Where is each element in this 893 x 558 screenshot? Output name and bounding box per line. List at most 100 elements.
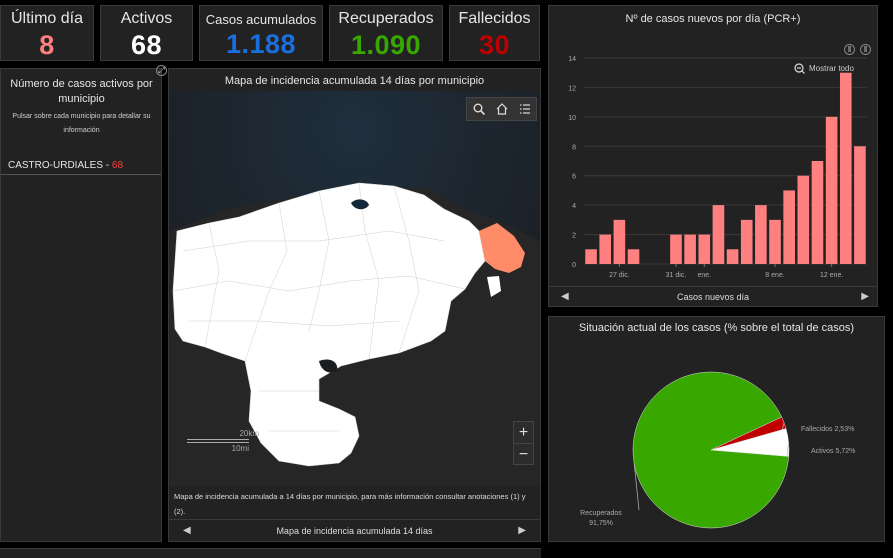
bar[interactable] — [839, 72, 852, 264]
pause-icon[interactable]: ‖ — [860, 44, 871, 55]
prev-arrow-icon[interactable]: ◀ — [183, 525, 191, 536]
next-arrow-icon[interactable]: ▶ — [861, 291, 869, 302]
bar[interactable] — [698, 234, 711, 264]
map-view[interactable]: + − 20km 10mi — [169, 91, 540, 486]
y-tick-label: 6 — [572, 174, 576, 181]
bar-chart-title: Nº de casos nuevos por día (PCR+) — [625, 13, 801, 25]
bar[interactable] — [854, 146, 866, 264]
list-item[interactable]: CASTRO-URDIALES - 68 — [1, 157, 161, 175]
next-arrow-icon[interactable]: ▶ — [518, 525, 526, 536]
y-tick-label: 10 — [568, 115, 576, 122]
region-cantabria[interactable] — [172, 182, 486, 467]
x-tick-label: 27 dic. — [609, 272, 630, 279]
reservoir — [319, 359, 338, 373]
y-tick-label: 12 — [568, 85, 576, 92]
bar[interactable] — [684, 234, 696, 264]
show-all-label: Mostrar todo — [809, 64, 854, 73]
map-panel: Mapa de incidencia acumulada 14 días por… — [168, 68, 541, 542]
scale-mi: 10mi — [231, 444, 249, 453]
expand-icon[interactable]: ⤢ — [156, 65, 167, 76]
map-nav: ◀ Mapa de incidencia acumulada 14 días ▶ — [169, 519, 540, 541]
municipality-castro-urdiales[interactable] — [479, 223, 525, 273]
bar[interactable] — [613, 219, 626, 264]
pie-chart-title: Situación actual de los casos (% sobre e… — [578, 322, 855, 334]
legend-button[interactable] — [513, 98, 536, 120]
stat-label: Fallecidos — [458, 10, 531, 27]
pie-label: Activos 5,72% — [811, 448, 855, 455]
bar[interactable] — [797, 175, 810, 264]
pie-chart: Recuperados 91,75% Fallecidos 2,53% Activos… — [580, 371, 855, 529]
pie-label: Recuperados — [580, 510, 622, 517]
x-tick-label: 12 ene. — [820, 272, 843, 279]
bar[interactable] — [825, 116, 838, 264]
stat-activos: Activos 68 — [100, 5, 193, 61]
municipality-list-panel: ⤢ Número de casos activos por municipio … — [0, 65, 167, 542]
stat-value: 1.090 — [350, 30, 422, 60]
stat-label: Casos acumulados — [205, 12, 317, 27]
map-canvas — [169, 91, 540, 486]
list-subtitle: Pulsar sobre cada municipio para detalla… — [12, 113, 151, 134]
enclave-villaverde[interactable] — [487, 276, 501, 297]
map-title: Mapa de incidencia acumulada 14 días por… — [224, 75, 485, 87]
scale-bar: 20km 10mi — [187, 429, 259, 453]
list-title: Número de casos activos por municipio — [10, 78, 153, 105]
prev-arrow-icon[interactable]: ◀ — [561, 291, 569, 302]
pie-slice-activos[interactable] — [710, 428, 790, 457]
stat-label: Recuperados — [338, 10, 434, 27]
y-tick-label: 8 — [572, 144, 576, 151]
stat-value: 1.188 — [225, 29, 297, 59]
search-icon — [473, 103, 485, 115]
leader-line — [786, 442, 789, 457]
y-tick-label: 0 — [572, 262, 576, 269]
bar[interactable] — [740, 219, 753, 264]
bar[interactable] — [769, 219, 781, 264]
home-button[interactable] — [490, 98, 513, 120]
list-item-name: CASTRO-URDIALES - — [8, 160, 112, 171]
bar-chart-panel: Nº de casos nuevos por día (PCR+) ‖ ‖ Mo… — [548, 5, 878, 307]
pie-label: Fallecidos 2,53% — [801, 426, 854, 433]
list-item-value: 68 — [111, 160, 124, 171]
bar[interactable] — [599, 234, 612, 264]
pie-label-value: 91,75% — [589, 520, 613, 527]
stat-ultimo-dia: Último día 8 — [0, 5, 94, 61]
list-icon — [519, 104, 530, 114]
bar[interactable] — [811, 161, 824, 264]
pie-chart-panel: Situación actual de los casos (% sobre e… — [548, 316, 885, 542]
stat-value: 68 — [130, 30, 163, 60]
x-tick-label: 31 dic. — [666, 272, 687, 279]
show-all-button[interactable]: Mostrar todo — [794, 63, 854, 74]
map-toolbar — [466, 97, 537, 121]
bar-chart-nav: ◀ Casos nuevos día ▶ — [549, 286, 877, 306]
bar[interactable] — [585, 249, 597, 264]
stat-recuperados: Recuperados 1.090 — [329, 5, 443, 61]
bar[interactable] — [726, 249, 739, 264]
stat-label: Último día — [10, 10, 84, 27]
stat-value: 8 — [39, 30, 55, 60]
zoom-out-button[interactable]: − — [514, 443, 533, 464]
bar[interactable] — [755, 205, 767, 264]
search-button[interactable] — [467, 98, 490, 120]
zoom-in-button[interactable]: + — [518, 424, 529, 441]
bar[interactable] — [712, 205, 725, 264]
bar[interactable] — [783, 190, 795, 264]
bay — [351, 199, 369, 210]
map-note: Mapa de incidencia acumulada a 14 días p… — [174, 492, 526, 516]
stat-casos-acumulados: Casos acumulados 1.188 — [199, 5, 323, 61]
pause-icon[interactable]: ‖ — [844, 44, 855, 55]
zoom-control: + − — [513, 421, 534, 465]
stat-value: 30 — [478, 30, 511, 60]
x-tick-label: 8 ene. — [765, 272, 785, 279]
scale-km: 20km — [239, 429, 259, 438]
map-nav-label: Mapa de incidencia acumulada 14 días — [276, 526, 433, 536]
leader-line — [633, 463, 640, 511]
stat-label: Activos — [120, 10, 173, 27]
y-tick-label: 2 — [572, 233, 576, 240]
bar-chart-nav-label: Casos nuevos día — [676, 292, 750, 302]
footer-strip — [0, 548, 541, 558]
y-tick-label: 14 — [568, 56, 576, 63]
bar[interactable] — [627, 249, 640, 264]
stat-fallecidos: Fallecidos 30 — [449, 5, 540, 61]
y-tick-label: 4 — [572, 203, 576, 210]
bar[interactable] — [670, 234, 682, 264]
list-header: Número de casos activos por municipio Pu… — [9, 77, 154, 138]
